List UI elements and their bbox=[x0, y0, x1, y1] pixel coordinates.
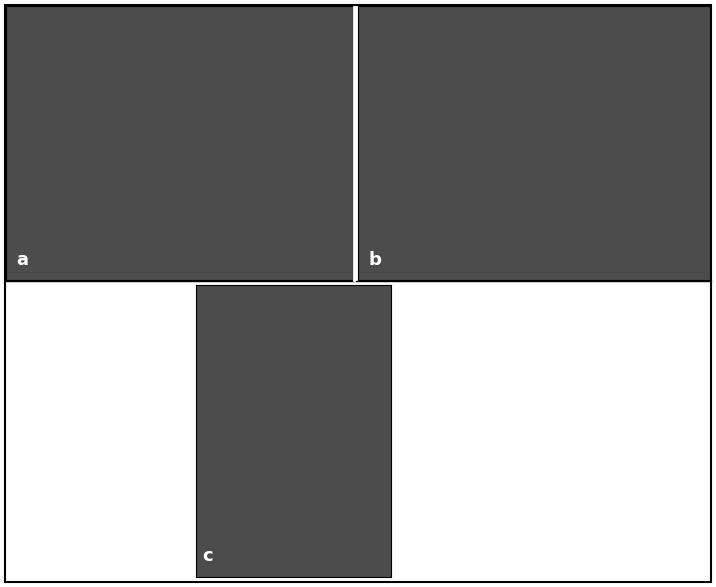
Text: a: a bbox=[16, 251, 29, 269]
Text: b: b bbox=[369, 251, 382, 269]
Text: c: c bbox=[202, 547, 213, 565]
